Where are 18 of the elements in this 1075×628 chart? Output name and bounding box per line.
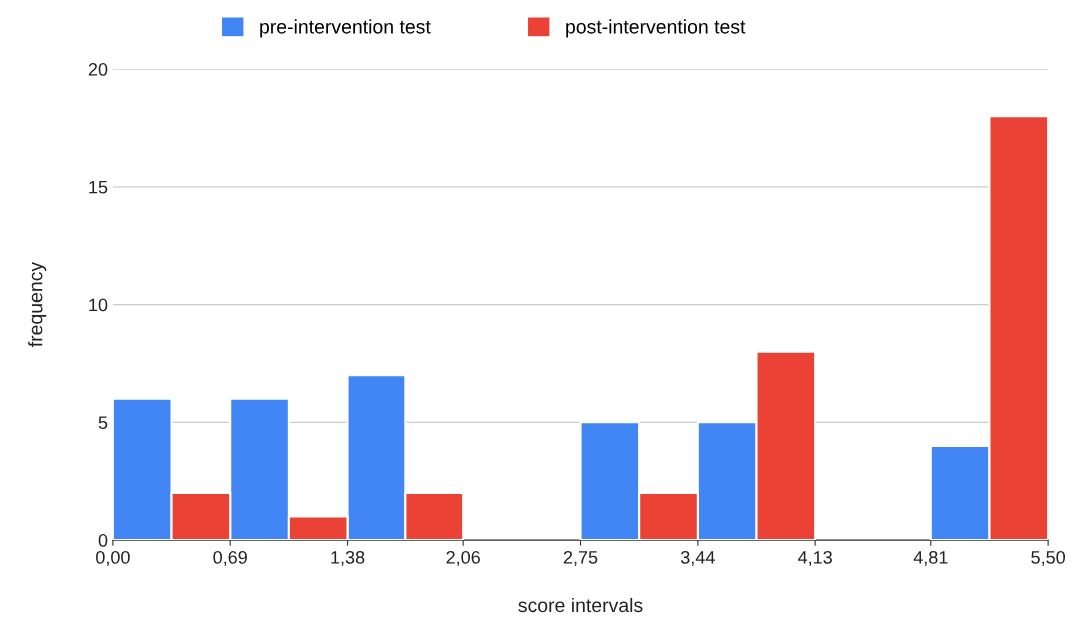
- y-tick-label: 10: [89, 298, 108, 312]
- y-tick-label: 0: [98, 534, 108, 547]
- x-tick-label: 0,69: [213, 550, 247, 566]
- y-tick-label: 20: [88, 63, 108, 76]
- legend-label: post-intervention test: [566, 19, 746, 38]
- x-tick-label: 2,06: [446, 550, 480, 566]
- x-tick-label: 4,13: [798, 550, 832, 566]
- y-tick-label: 15: [89, 180, 108, 194]
- x-tick-label: 0,00: [96, 550, 130, 566]
- legend-label: pre-intervention test: [260, 19, 431, 38]
- x-tick-label: 5,50: [1031, 550, 1065, 566]
- x-tick-label: 2,75: [563, 550, 598, 566]
- x-axis-title: score intervals: [518, 597, 643, 613]
- y-tick-label: 5: [98, 416, 108, 430]
- x-tick-label: 3,44: [680, 550, 715, 566]
- y-axis-title: frequency: [28, 261, 47, 347]
- x-tick-label: 4,81: [913, 550, 948, 566]
- x-tick-label: 1,38: [331, 550, 365, 566]
